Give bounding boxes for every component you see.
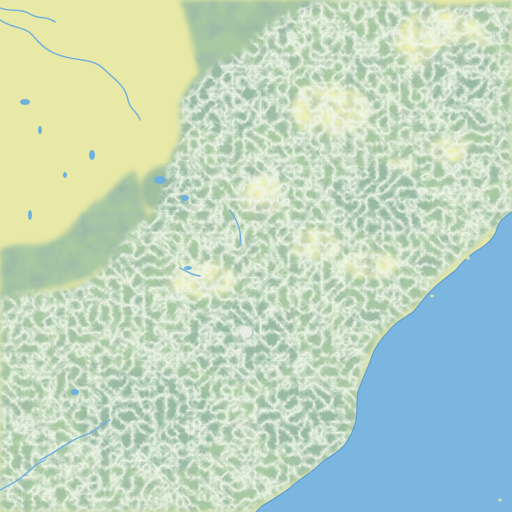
relief-map-canvas[interactable]	[0, 0, 512, 512]
terrain-map[interactable]	[0, 0, 512, 512]
